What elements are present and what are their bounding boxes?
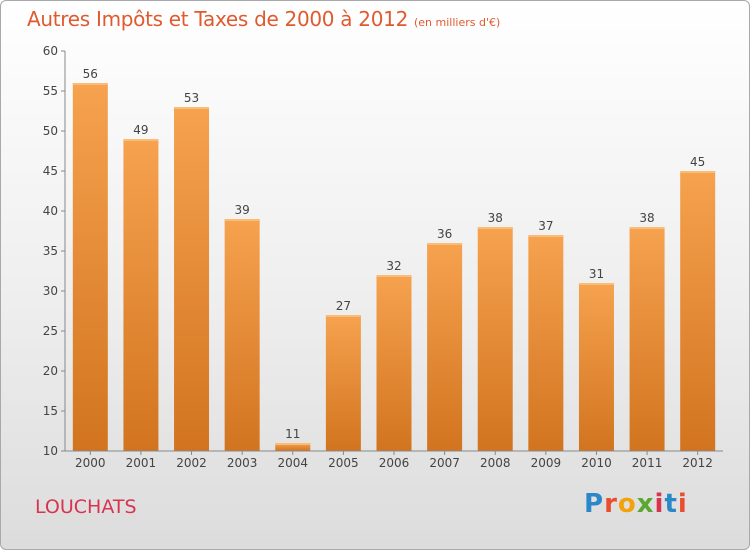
- bar-2000[interactable]: [72, 83, 108, 451]
- x-tick-label: 2003: [227, 456, 258, 470]
- bar-value-label: 49: [133, 123, 148, 137]
- x-tick-label: 2001: [126, 456, 157, 470]
- bar-value-label: 11: [285, 427, 300, 441]
- bars-group: 56 49 53 39 11 27 32 36 38 37 31 38 45: [72, 67, 716, 451]
- bar-cap: [325, 315, 361, 317]
- x-tick-label: 2007: [429, 456, 460, 470]
- bar-2009[interactable]: [528, 235, 564, 451]
- y-tick-label: 60: [43, 44, 58, 58]
- y-tick-label: 20: [43, 364, 58, 378]
- bar-cap: [680, 171, 716, 173]
- y-tick-label: 55: [43, 84, 58, 98]
- bar-2003[interactable]: [224, 219, 260, 451]
- proxiti-logo[interactable]: Proxiti: [584, 489, 688, 519]
- bar-2011[interactable]: [629, 227, 665, 451]
- y-tick-label: 35: [43, 244, 58, 258]
- x-tick-label: 2008: [480, 456, 511, 470]
- bar-cap: [376, 275, 412, 277]
- x-tick-label: 2011: [632, 456, 663, 470]
- x-tick-label: 2012: [682, 456, 713, 470]
- bar-value-label: 36: [437, 227, 452, 241]
- logo-letter: t: [664, 489, 678, 519]
- x-tick-label: 2000: [75, 456, 106, 470]
- x-tick-label: 2010: [581, 456, 612, 470]
- y-tick-label: 45: [43, 164, 58, 178]
- bar-value-label: 31: [589, 267, 604, 281]
- bar-value-label: 56: [83, 67, 98, 81]
- bar-value-label: 27: [336, 299, 351, 313]
- bar-2006[interactable]: [376, 275, 412, 451]
- bar-2012[interactable]: [680, 171, 716, 451]
- logo-letter: x: [636, 489, 655, 519]
- bar-cap: [224, 219, 260, 221]
- bar-cap: [578, 283, 614, 285]
- bar-value-label: 39: [235, 203, 250, 217]
- chart-subtitle: (en milliers d'€): [414, 16, 501, 29]
- bar-cap: [275, 443, 311, 445]
- logo-letter: o: [617, 489, 637, 519]
- logo-letter: i: [677, 489, 688, 519]
- bar-cap: [528, 235, 564, 237]
- logo-letter: i: [654, 489, 665, 519]
- x-tick-label: 2005: [328, 456, 359, 470]
- bar-2004[interactable]: [275, 443, 311, 451]
- y-tick-label: 15: [43, 404, 58, 418]
- bar-cap: [174, 107, 210, 109]
- y-tick-label: 40: [43, 204, 58, 218]
- bar-value-label: 37: [538, 219, 553, 233]
- y-tick-label: 50: [43, 124, 58, 138]
- y-tick-label: 30: [43, 284, 58, 298]
- bar-2005[interactable]: [325, 315, 361, 451]
- bar-cap: [72, 83, 108, 85]
- logo-letter: r: [604, 489, 618, 519]
- bar-value-label: 38: [488, 211, 503, 225]
- bar-2007[interactable]: [427, 243, 463, 451]
- chart-title: Autres Impôts et Taxes de 2000 à 2012: [27, 7, 408, 31]
- bar-2002[interactable]: [174, 107, 210, 451]
- x-tick-label: 2004: [277, 456, 308, 470]
- bar-cap: [427, 243, 463, 245]
- place-name: LOUCHATS: [35, 496, 137, 518]
- bar-cap: [629, 227, 665, 229]
- y-tick-label: 25: [43, 324, 58, 338]
- y-tick-label: 10: [43, 444, 58, 458]
- x-tick-label: 2009: [531, 456, 562, 470]
- bar-2010[interactable]: [578, 283, 614, 451]
- title-row: Autres Impôts et Taxes de 2000 à 2012 (en…: [27, 7, 500, 31]
- bar-value-label: 32: [386, 259, 401, 273]
- bar-2001[interactable]: [123, 139, 159, 451]
- axes-group: 10 15 20 25 30 35 40 45 50 55 60 2000 2001 2002 2003 20…: [43, 44, 723, 470]
- x-tick-label: 2006: [379, 456, 410, 470]
- logo-letter: P: [584, 489, 605, 519]
- bar-cap: [477, 227, 513, 229]
- bar-value-label: 53: [184, 91, 199, 105]
- bar-cap: [123, 139, 159, 141]
- bar-value-label: 45: [690, 155, 705, 169]
- bar-value-label: 38: [639, 211, 654, 225]
- bar-2008[interactable]: [477, 227, 513, 451]
- x-tick-label: 2002: [176, 456, 207, 470]
